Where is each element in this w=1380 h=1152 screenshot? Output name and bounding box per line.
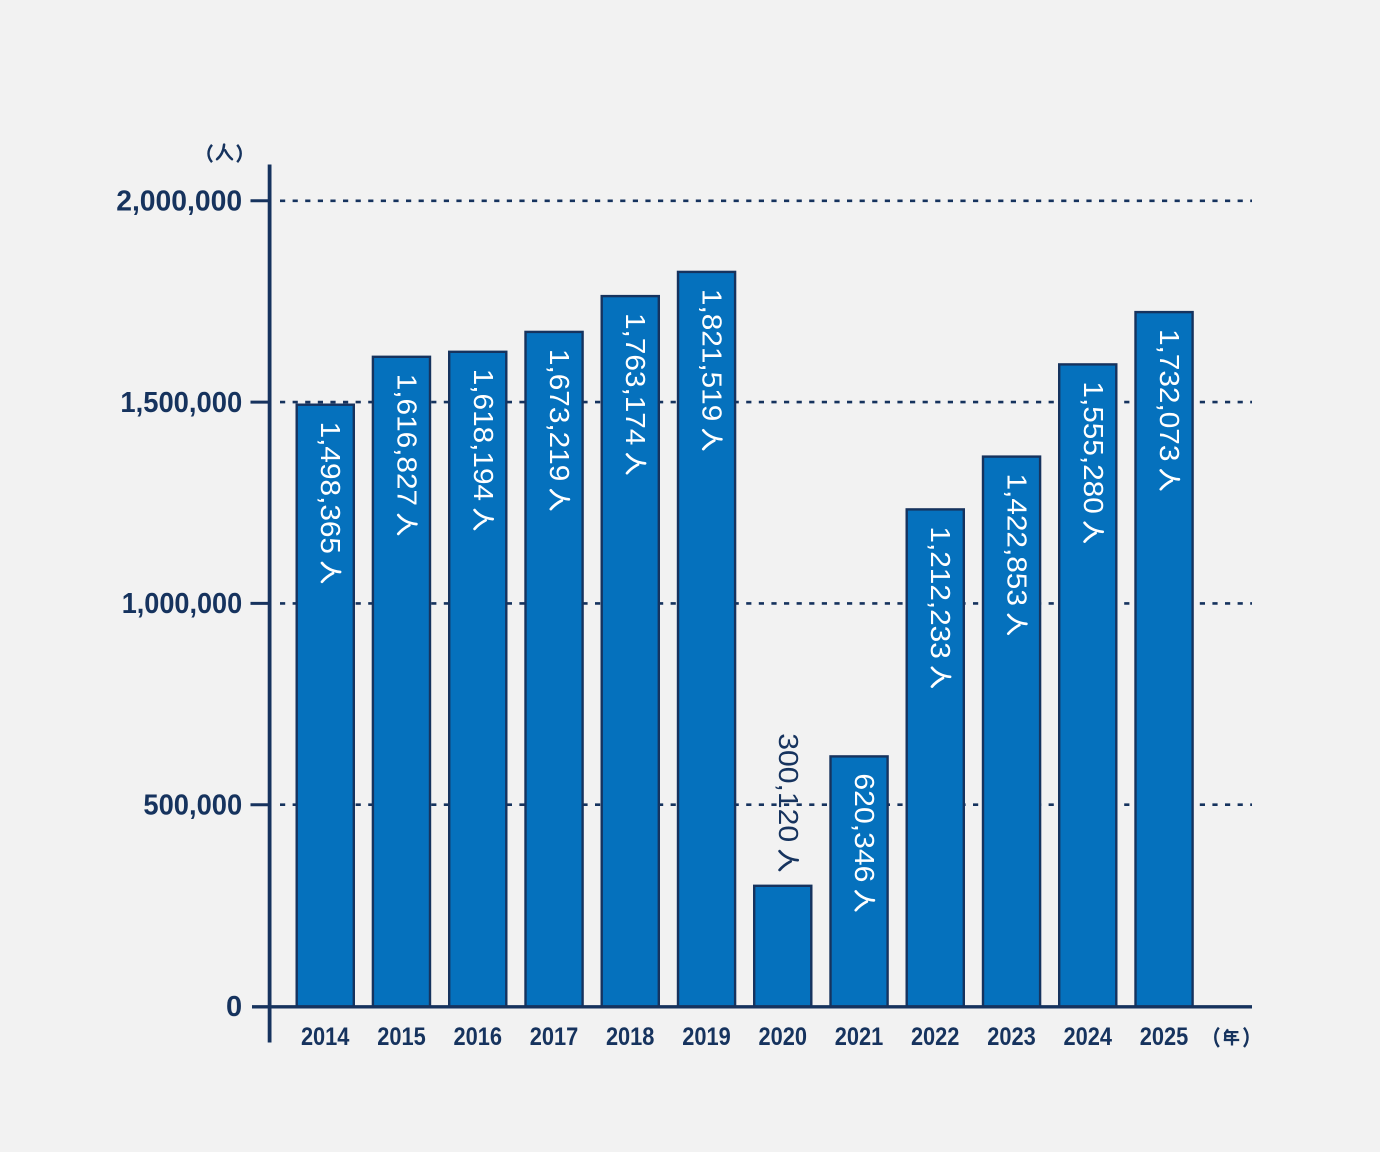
svg-text:1,498,365: 1,498,365 bbox=[315, 422, 346, 554]
svg-text:2014: 2014 bbox=[301, 1023, 350, 1051]
svg-text:620,346: 620,346 bbox=[849, 773, 880, 882]
svg-text:2017: 2017 bbox=[530, 1023, 579, 1051]
svg-text:1,673,219: 1,673,219 bbox=[544, 349, 575, 481]
svg-text:300,120: 300,120 bbox=[773, 733, 804, 842]
svg-text:1,821,519: 1,821,519 bbox=[697, 289, 728, 421]
svg-text:2019: 2019 bbox=[682, 1023, 731, 1051]
svg-text:1,732,073: 1,732,073 bbox=[1154, 329, 1185, 461]
svg-text:1,212,233: 1,212,233 bbox=[925, 526, 956, 658]
svg-text:0: 0 bbox=[226, 991, 242, 1023]
svg-text:2023: 2023 bbox=[987, 1023, 1036, 1051]
svg-text:1,616,827: 1,616,827 bbox=[392, 374, 423, 506]
svg-text:2021: 2021 bbox=[835, 1023, 884, 1051]
svg-text:2025: 2025 bbox=[1140, 1023, 1189, 1051]
svg-text:2022: 2022 bbox=[911, 1023, 960, 1051]
svg-text:500,000: 500,000 bbox=[143, 790, 242, 822]
svg-text:2015: 2015 bbox=[377, 1023, 426, 1051]
svg-text:1,000,000: 1,000,000 bbox=[122, 588, 243, 620]
svg-text:1,555,280: 1,555,280 bbox=[1078, 381, 1109, 513]
svg-text:2,000,000: 2,000,000 bbox=[116, 186, 242, 218]
svg-text:2024: 2024 bbox=[1064, 1023, 1113, 1051]
svg-text:1,500,000: 1,500,000 bbox=[120, 387, 242, 419]
svg-text:1,763,174: 1,763,174 bbox=[620, 313, 651, 445]
svg-text:1,422,853: 1,422,853 bbox=[1002, 474, 1033, 606]
svg-text:1,618,194: 1,618,194 bbox=[468, 369, 499, 501]
svg-text:2020: 2020 bbox=[759, 1023, 808, 1051]
svg-text:2018: 2018 bbox=[606, 1023, 655, 1051]
svg-text:2016: 2016 bbox=[454, 1023, 503, 1051]
